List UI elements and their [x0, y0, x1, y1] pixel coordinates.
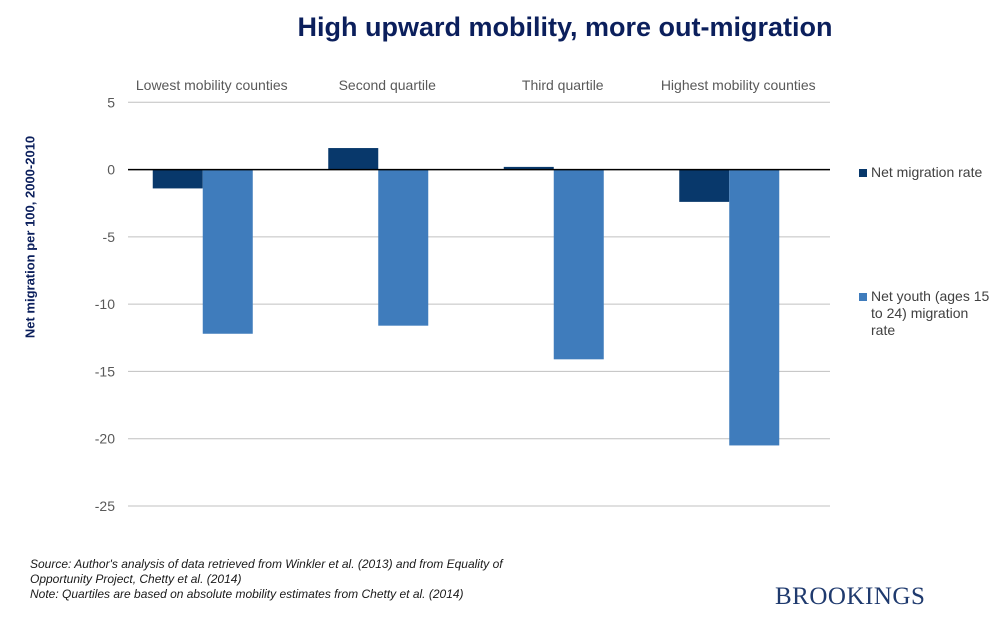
y-tick-label: -5 [103, 229, 116, 245]
source-note: Source: Author's analysis of data retrie… [30, 557, 503, 602]
bar [729, 169, 780, 446]
bar [152, 169, 203, 189]
y-axis-ticks: 5 0 -5 -10 -15 -20 -25 [95, 94, 115, 514]
brookings-logo: BROOKINGS [775, 583, 926, 610]
note-line: Note: Quartiles are based on absolute mo… [30, 587, 464, 601]
legend-label: Net migration rate [871, 164, 983, 180]
y-tick-label: -20 [95, 431, 115, 447]
legend-label: Net youth (ages 15 to 24) migration rate [871, 288, 990, 338]
bar [679, 169, 730, 202]
bar [553, 169, 604, 360]
source-line-2: Opportunity Project, Chetty et al. (2014… [30, 572, 242, 586]
chart-title: High upward mobility, more out-migration [297, 12, 833, 42]
y-tick-label: 5 [107, 94, 115, 110]
bar [378, 169, 429, 326]
legend-item-net-migration: Net migration rate [859, 164, 995, 181]
y-tick-label: -15 [95, 363, 115, 379]
source-line-1: Source: Author's analysis of data retrie… [30, 557, 503, 571]
y-tick-label: 0 [107, 162, 115, 178]
bar [202, 169, 253, 334]
category-label: Second quartile [339, 77, 437, 93]
category-labels: Lowest mobility counties Second quartile T… [136, 77, 816, 93]
bar [503, 166, 554, 170]
legend-swatch-net-youth-migration [859, 293, 867, 301]
y-tick-label: -25 [95, 498, 115, 514]
y-tick-label: -10 [95, 296, 115, 312]
bar [328, 148, 379, 170]
legend-swatch-net-migration [859, 169, 867, 177]
legend-item-net-youth-migration: Net youth (ages 15 to 24) migration rate [859, 288, 995, 339]
category-label: Third quartile [522, 77, 604, 93]
category-label: Lowest mobility counties [136, 77, 288, 93]
category-label: Highest mobility counties [661, 77, 816, 93]
bars [152, 148, 780, 446]
